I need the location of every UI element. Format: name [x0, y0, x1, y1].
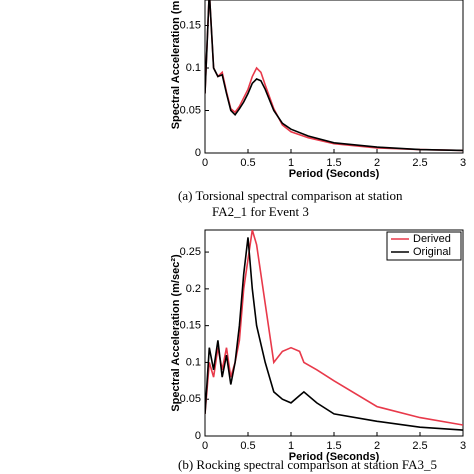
legend-box [386, 231, 462, 261]
x-tick-label: 2.5 [412, 440, 427, 452]
x-tick-label: 2 [374, 157, 380, 169]
y-tick-label: 0.1 [186, 62, 201, 74]
series-line [205, 0, 463, 152]
x-tick-label: 1 [288, 440, 294, 452]
y-tick-label: 0 [195, 147, 201, 159]
y-axis-label: Spectral Acceleration (m/sec²) [170, 254, 182, 412]
plot-area [204, 229, 464, 437]
x-tick-label: 0.5 [240, 440, 255, 452]
legend-label: Original [413, 246, 451, 258]
series-line [205, 0, 463, 152]
legend-label: Derived [413, 233, 451, 245]
y-tick-label: 0 [195, 430, 201, 442]
x-tick-label: 2 [374, 440, 380, 452]
y-tick-label: 0.05 [180, 393, 201, 405]
y-tick-label: 0.1 [186, 356, 201, 368]
series-line [205, 237, 463, 431]
x-axis-label: Period (Seconds) [289, 451, 380, 463]
x-tick-label: 0 [202, 157, 208, 169]
y-tick-label: 0.15 [180, 320, 201, 332]
x-tick-label: 0.5 [240, 157, 255, 169]
caption: (b) Rocking spectral comparison at stati… [178, 457, 437, 472]
caption: FA2_1 for Event 3 [212, 204, 309, 219]
x-tick-label: 1.5 [326, 157, 341, 169]
x-tick-label: 2.5 [412, 157, 427, 169]
x-tick-label: 3 [460, 440, 466, 452]
y-tick-label: 0.25 [180, 246, 201, 258]
x-tick-label: 3 [460, 157, 466, 169]
y-tick-label: 0.05 [180, 104, 201, 116]
plot-area [204, 0, 464, 154]
series-group [205, 230, 463, 431]
y-tick-label: 0.15 [180, 19, 201, 31]
x-tick-label: 0 [202, 440, 208, 452]
series-group [205, 0, 463, 152]
x-tick-label: 1 [288, 157, 294, 169]
caption: (a) Torsional spectral comparison at sta… [178, 188, 403, 203]
y-tick-label: 0.2 [186, 283, 201, 295]
y-axis-label: Spectral Acceleration (m [170, 0, 182, 129]
x-tick-label: 1.5 [326, 440, 341, 452]
x-axis-label: Period (Seconds) [289, 168, 380, 180]
